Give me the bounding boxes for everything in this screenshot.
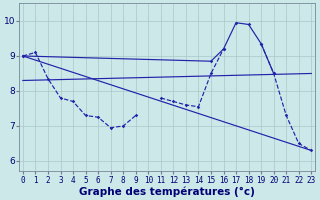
X-axis label: Graphe des températures (°c): Graphe des températures (°c) (79, 186, 255, 197)
